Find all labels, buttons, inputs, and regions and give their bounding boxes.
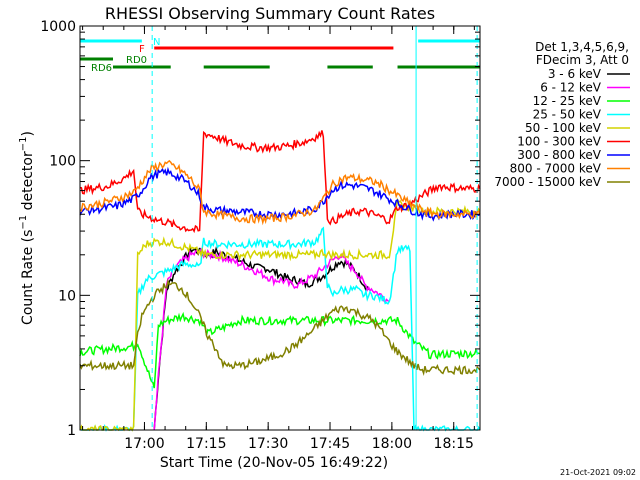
x-tick-label-3: 17:45 <box>310 436 350 452</box>
footer-timestamp: 21-Oct-2021 09:02 <box>560 468 636 477</box>
plot-frame <box>79 25 481 431</box>
y-tick-label-1: 10 <box>58 288 76 304</box>
legend-label-7: 800 - 7000 keV <box>510 162 602 176</box>
chart-title: RHESSI Observing Summary Count Rates <box>105 4 435 23</box>
axes: 17:00 17:15 17:30 17:45 18:00 18:15 1 10 100 1000 <box>40 19 480 452</box>
flag-label-rd0: RD0 <box>126 55 147 66</box>
legend-label-1: 6 - 12 keV <box>540 81 602 95</box>
y-tick-label-2: 100 <box>49 154 76 170</box>
flag-label-n: N <box>153 37 160 48</box>
series-line-5 <box>79 130 481 234</box>
series-layer <box>79 130 481 432</box>
x-tick-label-5: 18:15 <box>434 436 474 452</box>
legend-label-2: 12 - 25 keV <box>533 94 602 108</box>
legend-label-3: 25 - 50 keV <box>533 108 602 122</box>
flag-label-f: F <box>139 44 145 55</box>
x-tick-label-0: 17:00 <box>124 436 164 452</box>
legend-header-0: Det 1,3,4,5,6,9, <box>535 40 629 54</box>
series-line-1 <box>153 247 390 431</box>
x-tick-label-2: 17:30 <box>248 436 288 452</box>
series-line-2 <box>79 311 481 389</box>
y-tick-label-3: 1000 <box>40 19 76 35</box>
series-line-3 <box>79 226 481 432</box>
series-line-6 <box>79 166 481 222</box>
legend: Det 1,3,4,5,6,9,FDecim 3, Att 03 - 6 keV… <box>494 40 630 189</box>
y-tick-label-0: 1 <box>67 423 76 439</box>
x-axis-label: Start Time (20-Nov-05 16:49:22) <box>160 455 388 471</box>
x-tick-label-4: 18:00 <box>372 436 412 452</box>
legend-label-4: 50 - 100 keV <box>525 121 602 135</box>
legend-label-8: 7000 - 15000 keV <box>494 175 601 189</box>
x-tick-label-1: 17:15 <box>186 436 226 452</box>
series-line-7 <box>79 159 481 226</box>
y-axis-label: Count Rate (s−1 detector−1) <box>18 131 36 325</box>
flag-label-rd6: RD6 <box>91 63 112 74</box>
legend-header-1: FDecim 3, Att 0 <box>536 53 629 67</box>
series-line-8 <box>79 278 481 376</box>
legend-label-0: 3 - 6 keV <box>548 67 602 81</box>
series-line-4 <box>79 197 481 432</box>
legend-label-6: 300 - 800 keV <box>517 148 601 162</box>
series-line-0 <box>153 244 370 431</box>
legend-label-5: 100 - 300 keV <box>517 135 601 149</box>
